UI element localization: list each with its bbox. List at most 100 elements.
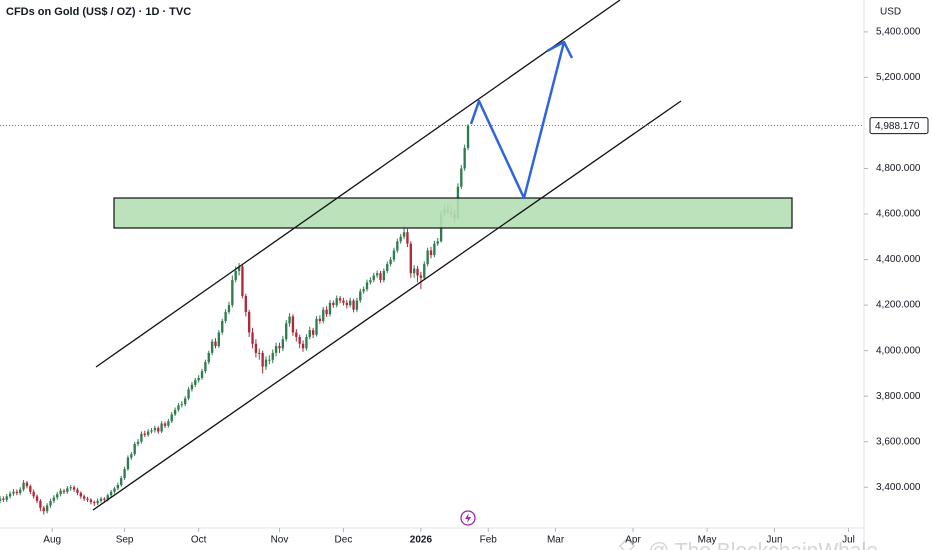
candle-body	[305, 336, 308, 349]
x-tick-label: 2026	[410, 535, 433, 546]
candle-body	[295, 332, 298, 337]
candle-body	[170, 414, 173, 422]
candle-body	[62, 490, 66, 492]
y-tick-label: 5,200.000	[876, 72, 921, 83]
candle-body	[106, 495, 109, 500]
watermark-group: @ The BlockchainWhale	[618, 537, 878, 550]
candle-body	[301, 343, 305, 349]
candle-body	[352, 300, 355, 310]
last-price-label: 4,988.170	[875, 121, 920, 132]
x-tick-label: Mar	[547, 535, 565, 546]
channel-upper	[95, 0, 621, 368]
event-icon[interactable]	[460, 510, 476, 526]
support-zone	[113, 197, 793, 229]
candle-body	[56, 494, 59, 498]
x-tick-label: Aug	[43, 535, 61, 546]
candle-body	[221, 321, 224, 333]
candle-body	[109, 491, 113, 496]
y-tick-label: 4,600.000	[876, 209, 921, 220]
candle-body	[227, 305, 231, 312]
candle-body	[25, 482, 29, 487]
candle-body	[69, 487, 72, 489]
candle-body	[103, 498, 106, 500]
candle-body	[79, 492, 82, 497]
y-tick-label: 4,400.000	[876, 254, 921, 265]
candle-body	[322, 309, 325, 322]
candle-body	[197, 377, 200, 381]
candle-body	[325, 309, 328, 315]
candle-body	[244, 295, 247, 312]
candle-body	[130, 454, 133, 458]
candle-body	[32, 491, 35, 497]
candle-body	[29, 486, 32, 492]
candle-body	[399, 236, 402, 242]
candle-body	[123, 469, 126, 479]
candle-body	[412, 268, 416, 274]
candle-body	[251, 332, 254, 344]
candle-body	[136, 441, 140, 444]
projection-arrow	[469, 41, 566, 200]
candle-body	[194, 380, 197, 385]
candle-body	[150, 430, 153, 432]
chart-title: CFDs on Gold (US$ / OZ) · 1D · TVC	[6, 6, 191, 18]
candle-body	[318, 318, 322, 322]
candle-body	[396, 241, 399, 251]
candle-body	[187, 389, 190, 399]
candle-body	[0, 498, 2, 501]
candle-body	[288, 316, 291, 324]
candle-body	[298, 336, 301, 344]
candle-body	[52, 497, 56, 501]
event-icon-bolt	[465, 513, 471, 523]
candle-body	[426, 250, 429, 265]
y-tick-label: 4,000.000	[876, 345, 921, 356]
candle-body	[281, 339, 285, 349]
candle-body	[389, 259, 392, 265]
candle-body	[406, 232, 409, 244]
candle-body	[463, 147, 466, 169]
candle-body	[466, 125, 470, 148]
y-tick-label: 3,800.000	[876, 391, 921, 402]
x-tick-label: May	[698, 535, 717, 546]
x-tick-label: Jun	[766, 535, 782, 546]
candle-body	[210, 341, 214, 353]
candle-body	[45, 505, 49, 512]
candle-body	[311, 330, 315, 335]
candle-body	[359, 291, 362, 301]
candle-body	[285, 323, 288, 340]
candle-body	[268, 359, 271, 361]
candle-body	[19, 489, 22, 493]
candle-body	[308, 330, 311, 337]
candle-body	[372, 275, 375, 281]
candle-body	[379, 273, 382, 281]
candle-body	[386, 264, 389, 271]
candle-body	[173, 409, 177, 415]
candle-body	[382, 270, 386, 281]
candle-body	[180, 404, 184, 406]
y-tick-label: 5,400.000	[876, 27, 921, 38]
candle-body	[278, 346, 281, 349]
candle-body	[177, 405, 180, 410]
candle-body	[89, 499, 93, 503]
candle-body	[184, 398, 187, 405]
candle-body	[345, 302, 348, 306]
candle-body	[86, 498, 89, 500]
candle-body	[402, 232, 406, 237]
candle-body	[258, 352, 261, 354]
candle-body	[271, 352, 274, 360]
candle-body	[237, 266, 241, 271]
candle-body	[217, 332, 221, 347]
candle-body	[126, 457, 130, 470]
candle-body	[59, 490, 62, 495]
candle-body	[12, 491, 15, 494]
candle-body	[133, 443, 136, 455]
candle-body	[254, 343, 258, 353]
candle-body	[436, 241, 439, 244]
candle-body	[160, 423, 163, 432]
candle-body	[96, 500, 99, 504]
candle-body	[42, 507, 45, 512]
candle-body	[231, 280, 234, 306]
candle-body	[362, 289, 365, 292]
candle-body	[143, 433, 146, 435]
candle-body	[113, 488, 116, 492]
y-axis-label: USD	[880, 7, 901, 18]
